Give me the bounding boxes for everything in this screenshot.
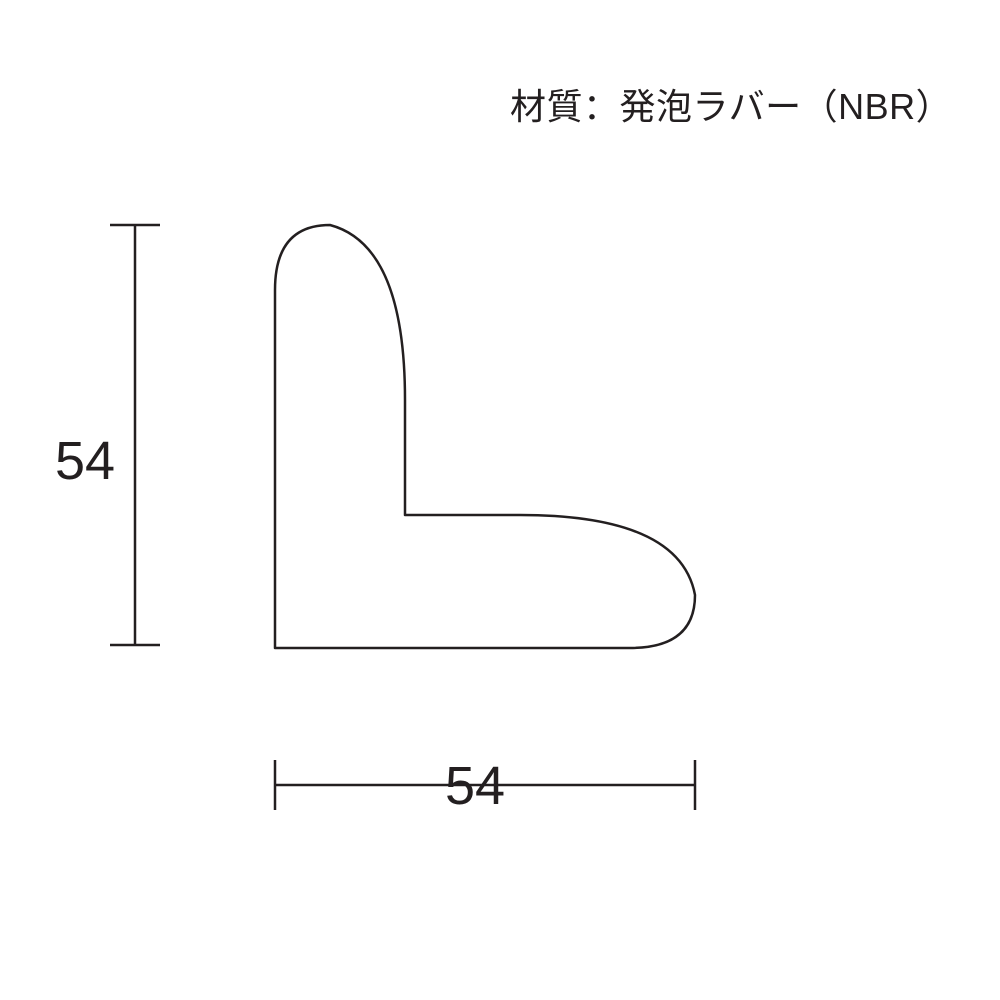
dim-horizontal (275, 760, 695, 810)
drawing-svg (0, 0, 1000, 1000)
dim-vertical (110, 225, 160, 645)
profile-outline (275, 225, 695, 648)
diagram-stage: 材質：発泡ラバー（NBR） 54 54 (0, 0, 1000, 1000)
